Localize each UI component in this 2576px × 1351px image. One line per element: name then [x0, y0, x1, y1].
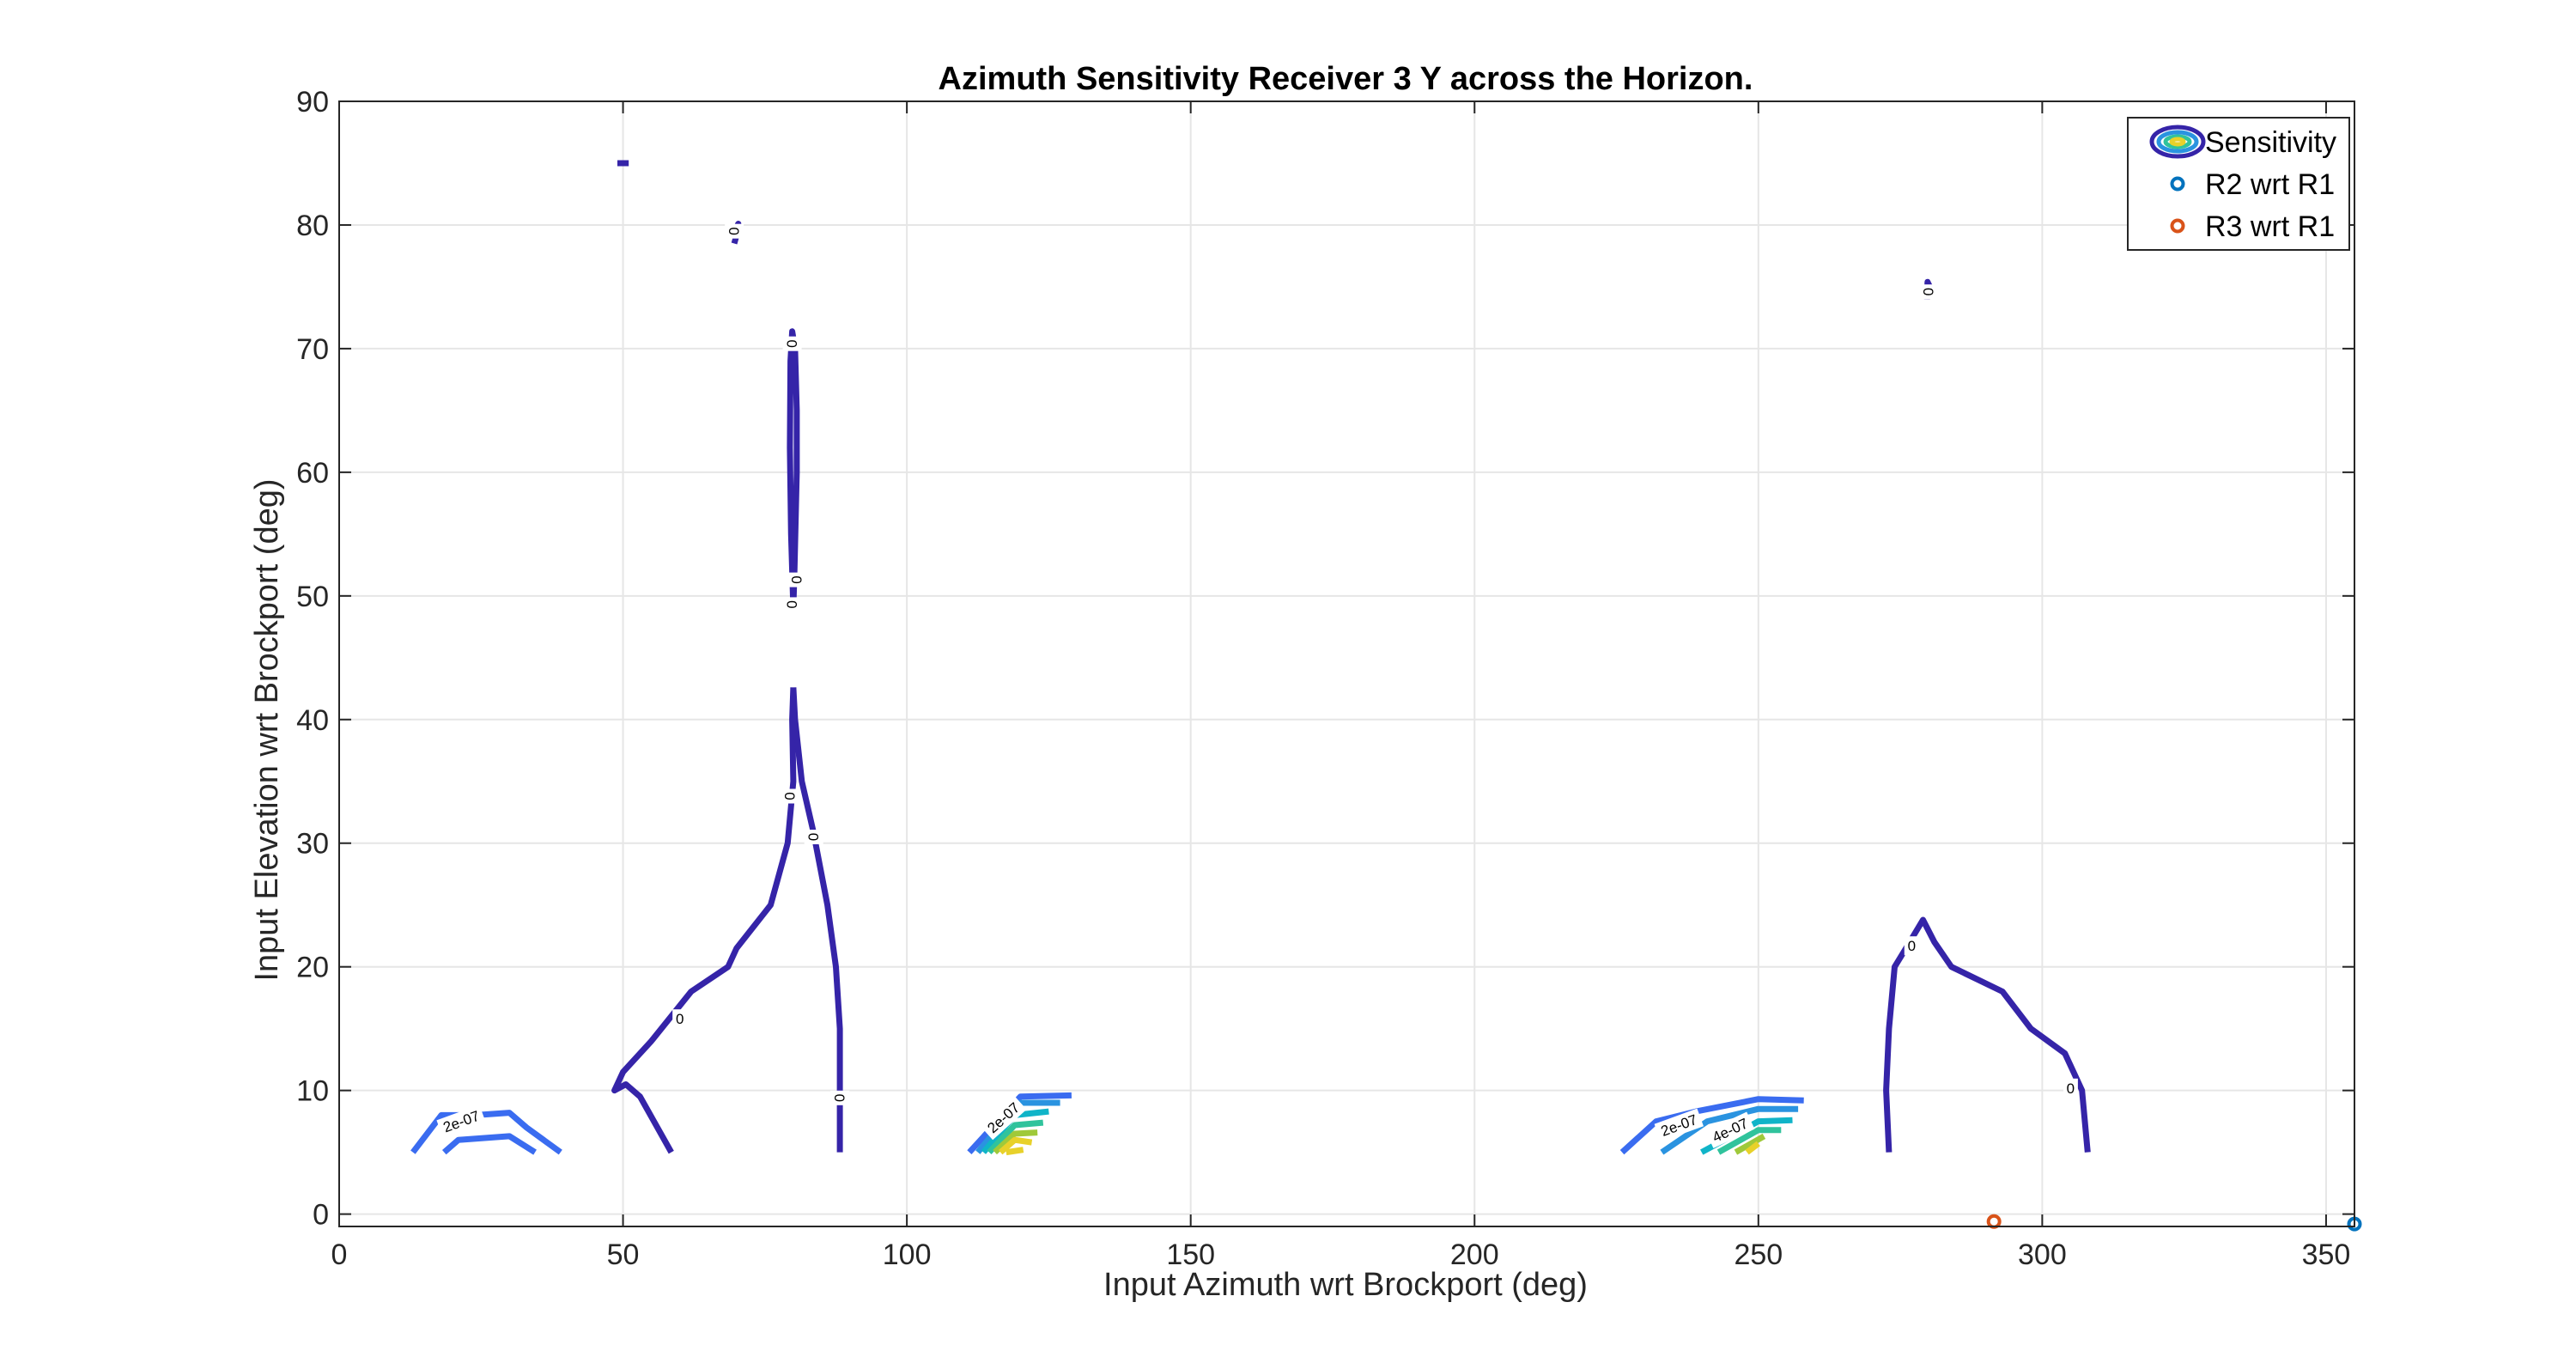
contour-label: 0: [780, 788, 799, 804]
plot-area: [339, 101, 2354, 1226]
contour-label-text: 0: [1920, 288, 1936, 295]
contour-label-text: 0: [726, 227, 742, 234]
contour-label-text: 0: [784, 339, 800, 347]
contour-label: 0: [1904, 936, 1919, 956]
legend-contour-icon: [2149, 125, 2206, 159]
y-tick-label: 40: [296, 704, 329, 737]
legend-marker-icon: [2170, 176, 2185, 192]
contour-label-bg: [1919, 284, 1939, 300]
contour-label-bg: [787, 572, 806, 587]
contour-line-1.2e-06: [1745, 1141, 1760, 1155]
x-tick-label: 250: [1734, 1238, 1783, 1271]
plot-border: [338, 100, 2355, 1227]
contour-label-bg: [725, 223, 744, 239]
contour-label: 0: [787, 572, 806, 587]
contour-label-bg: [804, 830, 823, 844]
x-tick-label: 100: [883, 1238, 932, 1271]
contour-label: 0: [804, 830, 823, 844]
x-tick-label: 300: [2018, 1238, 2067, 1271]
legend-contour-ring: [2169, 137, 2186, 147]
y-tick-label: 20: [296, 952, 329, 984]
contour-line-1.4e-06: [1005, 1147, 1024, 1156]
y-tick-label: 30: [296, 828, 329, 861]
contour-label-bg: [1904, 936, 1919, 956]
contour-label-bg: [980, 1095, 1027, 1141]
contour-line-0: [790, 687, 843, 1153]
contour-line-8e-07: [1716, 1127, 1782, 1155]
contour-label-text: 0: [784, 600, 800, 608]
contour-label-bg: [782, 336, 802, 351]
x-tick-label: 50: [607, 1238, 640, 1271]
contour-label: 0: [672, 1009, 688, 1029]
y-axis-label: Input Elevation wrt Brockport (deg): [249, 478, 285, 981]
contour-label: 0: [2063, 1078, 2078, 1098]
y-tick-label: 10: [296, 1075, 329, 1108]
x-tick-label: 350: [2302, 1238, 2351, 1271]
y-tick-label: 70: [296, 333, 329, 366]
y-tick-label: 90: [296, 86, 329, 119]
y-tick-label: 0: [313, 1199, 329, 1232]
y-tick-label: 60: [296, 457, 329, 490]
legend-marker: [2170, 218, 2185, 234]
legend-contour-ring: [2149, 125, 2206, 159]
y-tick-label: 50: [296, 581, 329, 613]
legend-label: Sensitivity: [2205, 126, 2336, 159]
contour-label: 0: [782, 336, 802, 351]
contour-label-text: 0: [2067, 1080, 2075, 1097]
contour-label-bg: [672, 1009, 688, 1029]
contour-line-2e-07: [441, 1133, 537, 1155]
legend-contour-ring: [2156, 130, 2199, 154]
contour-label-text: 0: [781, 792, 798, 800]
contour-line-4e-07: [1660, 1105, 1799, 1155]
contour-line-0: [1883, 916, 2091, 1153]
x-tick-label: 150: [1166, 1238, 1215, 1271]
contour-label-bg: [780, 788, 799, 804]
contour-label-bg: [2063, 1078, 2078, 1098]
contour-label-text: 0: [788, 575, 805, 583]
contour-label: 0: [830, 1090, 850, 1105]
y-tick-label: 80: [296, 210, 329, 242]
contour-line-1e-06: [993, 1129, 1038, 1155]
legend-marker: [2170, 176, 2185, 192]
contour-label: 0: [782, 597, 802, 612]
contour-label-text: 0: [805, 833, 822, 841]
legend-label: R2 wrt R1: [2205, 168, 2335, 201]
contour-label-text: 0: [676, 1011, 683, 1027]
legend-label: R3 wrt R1: [2205, 210, 2335, 243]
axis-ticks: 0 50 100 150 200 250 300 350 0 10 20 30 40 50 60 70 80 90: [296, 86, 2354, 1271]
contour-label-text: 0: [831, 1094, 848, 1102]
legend: Sensitivity R2 wrt R1 R3 wrt R1: [2127, 117, 2350, 251]
grid-lines: [338, 100, 2354, 1226]
contour-label-text: 0: [1908, 938, 1916, 954]
contour-line-1e-06: [1734, 1133, 1766, 1155]
contour-label-bg: [830, 1090, 850, 1105]
contour-line-2e-07: [410, 1110, 562, 1155]
contour-label-bg: [1705, 1111, 1755, 1148]
contour-label-bg: [782, 597, 802, 612]
contour-label-bg: [1654, 1108, 1704, 1142]
contour-line-1.2e-06: [998, 1136, 1033, 1155]
contour-label: 0: [1919, 284, 1939, 300]
contour-label-bg: [436, 1105, 486, 1139]
legend-marker-icon: [2170, 218, 2185, 234]
legend-contour-ring: [2163, 134, 2192, 149]
chart-title: Azimuth Sensitivity Receiver 3 Y across …: [939, 61, 1753, 97]
x-axis-label: Input Azimuth wrt Brockport (deg): [1103, 1267, 1588, 1303]
x-tick-label: 0: [331, 1238, 348, 1271]
x-tick-label: 200: [1450, 1238, 1499, 1271]
contour-line-8e-07: [987, 1119, 1044, 1154]
contour-label: 0: [725, 223, 744, 239]
